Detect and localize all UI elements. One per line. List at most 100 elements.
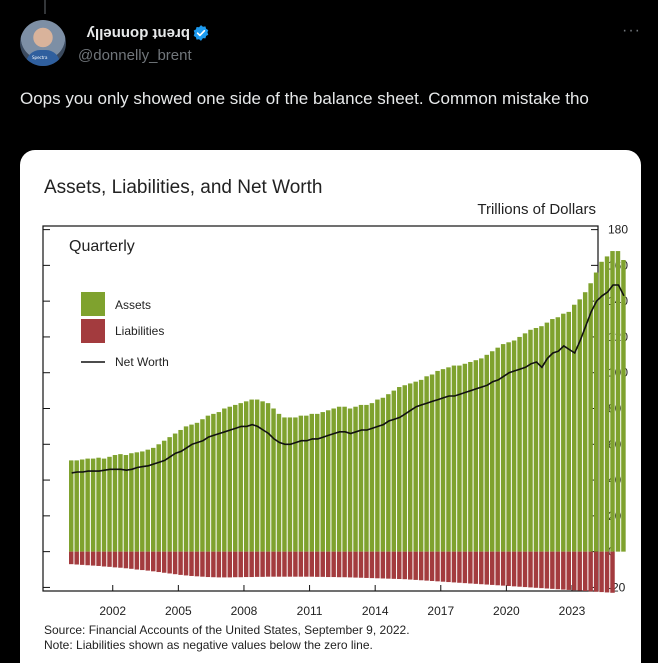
liability-bar xyxy=(561,551,566,590)
liability-bar xyxy=(271,551,276,577)
avatar[interactable]: Spectra xyxy=(20,20,66,66)
liability-bar xyxy=(222,551,227,578)
asset-bar xyxy=(588,283,593,552)
asset-bar xyxy=(101,458,107,552)
asset-bar xyxy=(451,365,457,552)
chart-units: Trillions of Dollars xyxy=(477,201,596,218)
liability-bar xyxy=(364,551,369,578)
liability-bar xyxy=(353,551,358,578)
more-options-icon[interactable]: ··· xyxy=(622,22,641,39)
liability-bar xyxy=(200,551,205,577)
liability-bar xyxy=(74,551,79,565)
asset-bar xyxy=(593,272,599,552)
asset-bar xyxy=(566,311,571,552)
asset-bar xyxy=(151,447,156,552)
liability-bar xyxy=(407,551,413,580)
liability-bar xyxy=(151,551,156,572)
asset-bar xyxy=(550,319,555,552)
asset-bar xyxy=(79,459,85,552)
asset-bar xyxy=(200,419,205,552)
asset-bar xyxy=(238,403,243,552)
liability-bar xyxy=(358,551,364,578)
asset-bar xyxy=(320,412,325,552)
liability-bar xyxy=(424,551,429,581)
asset-bar xyxy=(183,426,189,552)
liability-bar xyxy=(489,551,495,585)
liability-bar xyxy=(451,551,457,583)
liability-bar xyxy=(484,551,489,585)
liability-bar xyxy=(413,551,418,580)
asset-bar xyxy=(161,440,167,552)
asset-bar xyxy=(413,381,418,552)
liability-bar xyxy=(79,551,85,565)
asset-bar xyxy=(347,408,353,552)
liability-bar xyxy=(90,551,96,566)
liability-bar xyxy=(315,551,320,577)
liability-bar xyxy=(107,551,112,567)
tweet-image[interactable]: Assets, Liabilities, and Net Worth Trill… xyxy=(20,150,641,663)
liability-bar xyxy=(265,551,271,577)
liability-bar xyxy=(304,551,309,577)
asset-bar xyxy=(522,333,528,552)
asset-bar xyxy=(506,342,511,552)
liability-bar xyxy=(276,551,282,577)
asset-bar xyxy=(391,390,397,552)
liability-bar xyxy=(369,551,375,579)
liability-bar xyxy=(544,551,550,589)
asset-bar xyxy=(473,360,479,552)
asset-bar xyxy=(429,374,435,552)
liability-bar xyxy=(522,551,528,588)
asset-bar xyxy=(90,458,96,552)
asset-bar xyxy=(468,361,473,552)
liability-bar xyxy=(599,551,604,593)
asset-bar xyxy=(407,383,413,552)
liability-bar xyxy=(517,551,522,587)
liability-bar xyxy=(309,551,315,577)
asset-bar xyxy=(167,437,172,552)
asset-bar xyxy=(189,424,194,552)
asset-bar xyxy=(156,444,161,552)
liability-bar xyxy=(118,551,123,568)
asset-bar xyxy=(249,399,254,552)
liability-bar xyxy=(380,551,386,579)
liability-bar xyxy=(375,551,380,579)
liability-bar xyxy=(539,551,544,589)
asset-bar xyxy=(254,399,260,552)
asset-bar xyxy=(325,410,331,552)
liability-bar xyxy=(429,551,435,581)
liability-bar xyxy=(145,551,151,571)
legend-assets-swatch xyxy=(81,292,105,316)
legend-assets-label: Assets xyxy=(115,298,151,312)
asset-bar xyxy=(528,329,533,552)
liability-bar xyxy=(282,551,287,577)
asset-bar xyxy=(402,385,407,552)
liability-bar xyxy=(386,551,391,579)
liability-bar xyxy=(588,551,593,592)
liability-bar xyxy=(446,551,451,583)
asset-bar xyxy=(112,455,118,552)
asset-bar xyxy=(194,422,200,552)
liability-bar xyxy=(577,551,582,591)
asset-bar xyxy=(276,413,282,552)
x-tick-label: 2011 xyxy=(297,604,323,618)
liability-bar xyxy=(457,551,462,583)
display-name[interactable]: brent donnelly xyxy=(86,25,190,42)
asset-bar xyxy=(582,292,588,552)
handle[interactable]: @donnelly_brent xyxy=(78,47,192,64)
asset-bar xyxy=(216,412,222,552)
liability-bar xyxy=(479,551,484,585)
liability-bar xyxy=(123,551,129,569)
asset-bar xyxy=(358,404,364,552)
liability-bar xyxy=(178,551,183,575)
asset-bar xyxy=(69,460,74,552)
liability-bar xyxy=(397,551,402,580)
liability-bar xyxy=(298,551,304,577)
frequency-label: Quarterly xyxy=(69,238,135,255)
liability-bar xyxy=(320,551,325,577)
asset-bar xyxy=(145,449,151,552)
x-tick-label: 2014 xyxy=(362,604,389,618)
liability-bar xyxy=(254,551,260,577)
legend-liabilities-swatch xyxy=(81,319,105,343)
asset-bar xyxy=(107,456,112,552)
liability-bar xyxy=(249,551,254,578)
